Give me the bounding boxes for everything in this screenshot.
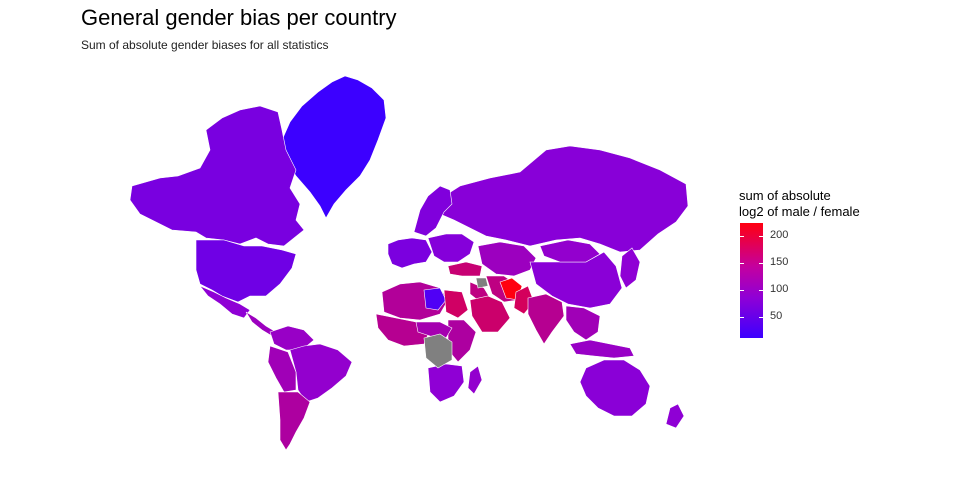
region-india [528, 294, 564, 344]
legend-tick-mark [759, 317, 763, 318]
region-southeast-asia [566, 306, 600, 340]
region-argentina-chile [278, 392, 310, 450]
legend-tick-mark [740, 317, 744, 318]
region-turkey [448, 262, 482, 276]
region-egypt [444, 290, 468, 318]
legend-tick-mark [759, 290, 763, 291]
region-indonesia [570, 340, 634, 358]
legend-title-line2: log2 of male / female [739, 204, 860, 220]
region-madagascar [468, 366, 482, 394]
legend-tick-mark [740, 236, 744, 237]
legend-title-line1: sum of absolute [739, 188, 860, 204]
region-syria [476, 278, 488, 288]
region-russia [438, 146, 688, 252]
region-canada [130, 106, 304, 246]
legend-tick-label: 150 [770, 256, 788, 268]
legend-tick-mark [740, 290, 744, 291]
region-western-europe [388, 238, 432, 268]
legend-tick-label: 200 [770, 229, 788, 241]
region-australia [580, 360, 650, 416]
legend-tick-label: 100 [770, 283, 788, 295]
legend-title: sum of absolute log2 of male / female [739, 188, 860, 220]
region-mongolia [540, 240, 600, 262]
region-new-zealand [666, 404, 684, 428]
region-central-asia [478, 242, 536, 276]
region-southern-africa [428, 364, 464, 402]
legend-tick-label: 50 [770, 310, 782, 322]
legend-tick-mark [759, 236, 763, 237]
region-japan-korea [620, 248, 640, 288]
legend-colorbar [740, 223, 763, 338]
legend-tick-mark [759, 263, 763, 264]
region-eastern-europe [428, 234, 474, 262]
region-greenland [282, 76, 386, 218]
legend-tick-mark [740, 263, 744, 264]
region-dr-congo [424, 334, 452, 368]
